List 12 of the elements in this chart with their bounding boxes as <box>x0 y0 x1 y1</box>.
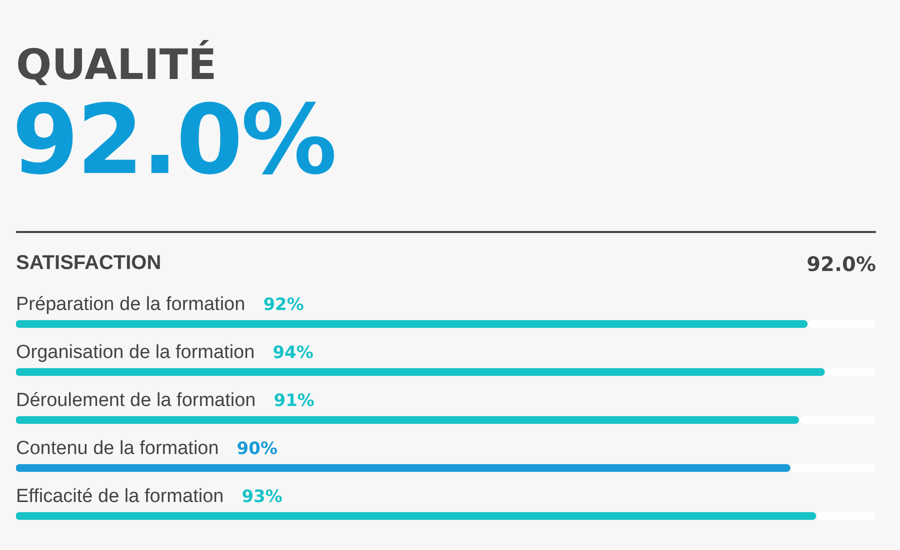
data-label: 93% <box>242 487 282 507</box>
data-label: 92% <box>263 295 304 315</box>
text: SATISFACTION <box>16 252 162 275</box>
y-tick-label: Préparation de la formation <box>16 294 246 315</box>
y-tick-label: Déroulement de la formation <box>16 390 256 411</box>
y-tick-label: Contenu de la formation <box>16 438 219 459</box>
y-tick-label: Efficacité de la formation <box>16 486 224 507</box>
text: 92.0% <box>806 252 876 276</box>
data-label: 91% <box>274 391 314 411</box>
data-label: 90% <box>236 439 278 459</box>
y-tick-label: Organisation de la formation <box>16 342 255 363</box>
data-label: 94% <box>272 343 314 363</box>
